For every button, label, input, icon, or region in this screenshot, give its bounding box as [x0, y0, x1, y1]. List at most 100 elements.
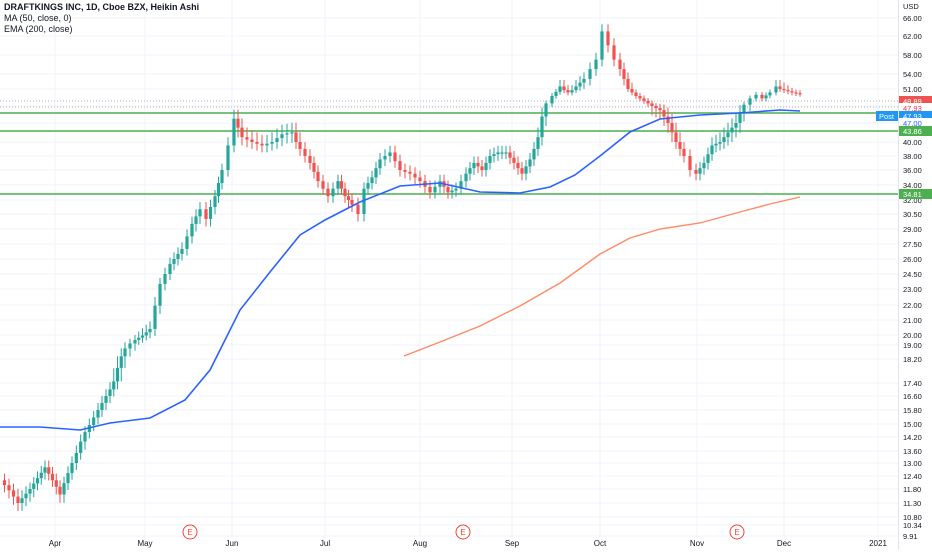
candle-body: [626, 78, 630, 89]
candle-body: [32, 483, 36, 489]
price-tag-34-bg: [899, 189, 932, 199]
candle-body: [794, 92, 798, 94]
candle-body: [108, 389, 112, 396]
candle-body: [115, 367, 120, 382]
price-axis-label: 54.00: [903, 70, 922, 79]
candle-body: [265, 143, 269, 146]
candle-body: [123, 348, 127, 357]
candle-body: [290, 132, 294, 134]
candle-body: [433, 186, 437, 193]
candle-body: [383, 156, 387, 160]
candle-body: [388, 152, 392, 156]
candle-body: [190, 223, 194, 237]
candle-body: [488, 156, 492, 163]
candle-body: [39, 472, 43, 479]
candle-body: [11, 490, 16, 497]
price-axis-label: 11.80: [903, 485, 921, 494]
candle-body: [782, 89, 786, 91]
candle-body: [275, 138, 279, 142]
candle-body: [172, 259, 176, 264]
price-axis-label: 15.80: [903, 406, 922, 415]
candle-body: [350, 200, 354, 205]
candle-body: [642, 98, 646, 101]
candle-body: [220, 170, 224, 184]
candle-body: [512, 157, 516, 163]
candle-body: [92, 417, 96, 426]
candle-body: [528, 159, 532, 167]
candle-body: [722, 137, 726, 142]
price-axis-label: 30.50: [903, 210, 922, 219]
currency-label: USD: [903, 2, 919, 11]
candle-body: [331, 188, 335, 197]
candle-body: [240, 127, 244, 138]
candle-body: [270, 142, 274, 144]
price-axis-label: 13.60: [903, 447, 922, 456]
candle-body: [588, 69, 592, 79]
chart-title: DRAFTKINGS INC, 1D, Cboe BZX, Heikin Ash…: [4, 2, 200, 12]
candle-body: [370, 177, 374, 184]
price-tag-ma: 47.00: [903, 119, 922, 128]
price-axis-label: 21.00: [903, 316, 922, 325]
candle-body: [20, 498, 24, 503]
price-axis-label: 16.60: [903, 392, 922, 401]
price-axis-label: 27.50: [903, 240, 922, 249]
candle-body: [532, 148, 536, 160]
candle-body: [658, 108, 662, 111]
price-axis-label: 15.00: [903, 420, 922, 429]
chart-legend: DRAFTKINGS INC, 1D, Cboe BZX, Heikin Ash…: [4, 2, 199, 35]
candle-body: [208, 206, 213, 219]
price-axis-label: 40.00: [903, 138, 922, 147]
candle-body: [185, 236, 189, 249]
candle-body: [176, 253, 180, 259]
candle-body: [62, 483, 66, 495]
price-tag-43: 43.86: [903, 127, 922, 136]
candle-body: [459, 181, 463, 189]
earnings-marker-circle: [455, 524, 471, 540]
candle-body: [24, 493, 28, 499]
price-axis-label: 9.91: [903, 532, 918, 541]
grid: [0, 0, 898, 538]
candle-body: [566, 90, 570, 93]
price-axis-label: 20.00: [903, 331, 922, 340]
candle-body: [7, 485, 11, 491]
candle-body: [666, 116, 670, 123]
candle-body: [298, 142, 302, 149]
candle-body: [454, 188, 458, 191]
candle-body: [630, 89, 634, 93]
candle-body: [366, 183, 370, 189]
candle-body: [438, 181, 442, 187]
candle-body: [786, 90, 790, 92]
price-axis-label: 11.30: [903, 499, 921, 508]
time-axis-label: Jul: [320, 539, 330, 548]
candle-body: [326, 188, 330, 197]
price-tag-second-bg: [899, 103, 932, 113]
price-tag-ma-bg: [899, 118, 932, 128]
price-tag-43-bg: [899, 126, 932, 136]
price-axis-label: 19.00: [903, 341, 922, 350]
candle-body: [321, 181, 325, 189]
candle-body: [96, 410, 100, 418]
candle-body: [606, 31, 610, 46]
candle-body: [79, 441, 83, 453]
ema-legend: EMA (200, close): [4, 24, 73, 34]
time-axis-label: Oct: [594, 539, 607, 548]
candle-body: [634, 92, 638, 96]
price-axis-label: 14.20: [903, 433, 922, 442]
candle-body: [374, 168, 378, 178]
candle-body: [112, 381, 116, 390]
ma-legend: MA (50, close, 0): [4, 13, 72, 23]
candle-body: [393, 152, 397, 162]
candle-body: [54, 480, 58, 487]
price-axis-label: 38.00: [903, 152, 922, 161]
price-axis-label: 29.00: [903, 225, 922, 234]
candle-body: [398, 161, 402, 170]
candle-body: [285, 133, 289, 135]
candle-body: [260, 143, 264, 146]
candle-body: [706, 154, 710, 163]
candle-body: [250, 139, 254, 142]
candle-body: [346, 196, 351, 200]
candle-body: [476, 162, 480, 167]
